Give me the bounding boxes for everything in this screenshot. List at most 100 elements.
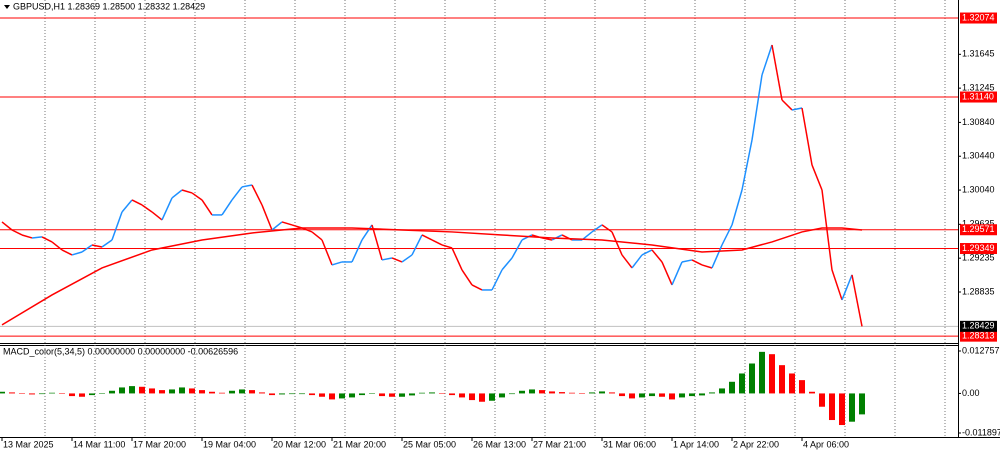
- price-segment: [351, 239, 363, 263]
- macd-bar: [269, 393, 275, 396]
- price-segment: [711, 244, 723, 269]
- macd-bar: [219, 392, 225, 394]
- macd-bar: [0, 391, 5, 394]
- macd-bar: [649, 393, 655, 397]
- x-tick-label: 25 Mar 05:00: [403, 439, 456, 449]
- x-tick-label: 31 Mar 06:00: [603, 439, 656, 449]
- price-segment: [151, 211, 163, 221]
- level-label: 1.31140: [962, 91, 994, 101]
- macd-bar: [129, 386, 135, 394]
- symbol-header: GBPUSD,H1 1.28369 1.28500 1.28332 1.2842…: [13, 1, 205, 11]
- price-segment: [241, 184, 253, 188]
- macd-bar: [179, 387, 185, 394]
- price-segment: [851, 274, 863, 327]
- macd-bar: [289, 393, 295, 395]
- collapse-arrow[interactable]: [4, 5, 10, 9]
- macd-bar: [119, 387, 125, 394]
- macd-bar: [619, 393, 625, 397]
- macd-bar: [429, 392, 435, 394]
- macd-bar: [99, 393, 105, 394]
- price-segment: [131, 199, 143, 206]
- macd-bar: [469, 393, 475, 401]
- price-segment: [421, 234, 433, 241]
- macd-bar: [819, 393, 825, 407]
- level-label-box: [960, 91, 997, 103]
- x-tick-label: 1 Apr 14:00: [673, 439, 719, 449]
- price-segment: [441, 244, 453, 249]
- macd-bar: [59, 393, 65, 394]
- price-segment: [171, 189, 183, 199]
- macd-bar: [439, 393, 445, 394]
- level-label: 1.29349: [962, 243, 995, 253]
- macd-bar: [49, 392, 55, 394]
- macd-bar: [719, 388, 725, 394]
- price-segment: [741, 139, 753, 191]
- price-segment: [831, 269, 843, 301]
- y-tick-label: 1.29235: [962, 253, 995, 263]
- macd-bar: [809, 391, 815, 394]
- price-segment: [331, 261, 343, 266]
- macd-bar: [229, 390, 235, 394]
- price-segment: [461, 269, 473, 286]
- price-segment: [371, 224, 383, 261]
- x-tick-label: 4 Apr 06:00: [803, 439, 849, 449]
- moving-average: [1, 227, 863, 326]
- price-segment: [681, 259, 693, 263]
- macd-bar: [389, 393, 395, 397]
- macd-bar: [699, 393, 705, 396]
- x-tick-label: 27 Mar 21:00: [533, 439, 586, 449]
- indicator-header: MACD_color(5,34,5) 0.00000000 0.00000000…: [3, 346, 238, 356]
- price-segment: [391, 257, 403, 263]
- price-segment: [21, 234, 33, 239]
- macd-bar: [779, 365, 785, 394]
- price-segment: [221, 199, 233, 216]
- price-segment: [661, 261, 673, 286]
- macd-bar: [189, 388, 195, 394]
- price-segment: [11, 229, 23, 236]
- macd-bar: [689, 393, 695, 397]
- level-label: 1.28313: [962, 331, 995, 341]
- macd-bar: [359, 393, 365, 396]
- macd-bar: [709, 392, 715, 394]
- price-segment: [641, 249, 653, 256]
- macd-bar: [789, 373, 795, 394]
- price-segment: [621, 254, 633, 269]
- price-segment: [121, 199, 133, 213]
- macd-bar: [139, 386, 145, 394]
- price-segment: [471, 284, 483, 291]
- price-segment: [51, 241, 63, 251]
- y-tick-label: 1.31245: [962, 83, 995, 93]
- macd-bar: [399, 393, 405, 397]
- current-price-label: 1.28429: [962, 321, 995, 331]
- price-segment: [821, 189, 833, 271]
- price-segment: [271, 221, 283, 231]
- macd-bar: [489, 393, 495, 401]
- macd-bar: [529, 389, 535, 394]
- macd-bar: [69, 393, 75, 397]
- macd-bar: [279, 393, 285, 395]
- price-segment: [411, 234, 423, 256]
- price-segment: [731, 189, 743, 226]
- macd-bar: [379, 393, 385, 397]
- macd-bar: [479, 393, 485, 402]
- macd-bar: [349, 393, 355, 398]
- macd-bar: [759, 351, 765, 394]
- price-segment: [631, 254, 643, 269]
- price-segment: [671, 261, 683, 286]
- price-segment: [811, 164, 823, 191]
- price-segment: [721, 224, 733, 246]
- macd-bar: [109, 390, 115, 394]
- macd-bar: [409, 393, 415, 396]
- macd-bar: [839, 393, 845, 426]
- level-label-box: [960, 330, 997, 342]
- macd-bar: [149, 388, 155, 394]
- macd-bar: [799, 380, 805, 394]
- macd-bar: [679, 393, 685, 398]
- price-segment: [601, 224, 613, 233]
- x-tick-label: 2 Apr 22:00: [733, 439, 779, 449]
- price-segment: [801, 107, 813, 166]
- macd-bar: [29, 393, 35, 395]
- y-tick-label: 1.30440: [962, 151, 995, 161]
